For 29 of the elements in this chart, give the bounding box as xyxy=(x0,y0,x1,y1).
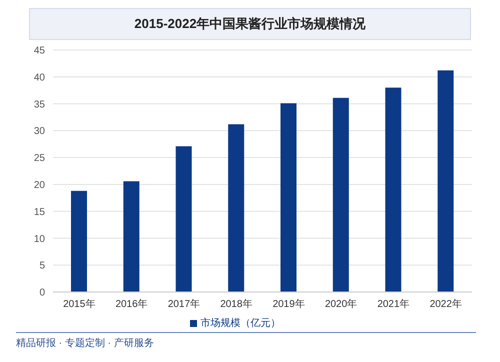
x-tick-label: 2015年 xyxy=(63,298,96,310)
x-tick-label: 2022年 xyxy=(430,298,462,310)
y-tick-label: 30 xyxy=(34,126,46,138)
y-tick-label: 10 xyxy=(34,234,46,245)
y-tick-label: 40 xyxy=(34,72,46,84)
y-tick-label: 35 xyxy=(34,99,46,110)
bar xyxy=(71,190,87,292)
x-tick-label: 2021年 xyxy=(377,298,410,310)
bar xyxy=(332,98,349,292)
bar xyxy=(438,70,454,292)
bar xyxy=(176,146,192,292)
x-tick-label: 2017年 xyxy=(168,298,200,310)
legend-label: 市场规模（亿元） xyxy=(200,318,280,329)
text: 精品研报 · 专题定制 · 产研服务 xyxy=(16,332,476,350)
chart-title: 2015-2022年中国果酱行业市场规模情况 xyxy=(29,8,471,40)
x-tick-label: 2020年 xyxy=(324,298,358,310)
y-tick-label: 0 xyxy=(39,288,46,299)
bar xyxy=(228,124,244,292)
x-tick-label: 2019年 xyxy=(272,298,305,310)
bar xyxy=(385,88,402,292)
bar xyxy=(123,181,140,292)
y-tick-label: 15 xyxy=(34,206,46,218)
bar xyxy=(280,103,296,292)
y-tick-label: 20 xyxy=(34,180,46,191)
x-tick-label: 2016年 xyxy=(115,298,148,310)
y-tick-label: 5 xyxy=(39,260,46,272)
y-tick-label: 25 xyxy=(34,153,46,164)
x-tick-label: 2018年 xyxy=(220,298,252,310)
y-tick-label: 45 xyxy=(34,46,46,57)
